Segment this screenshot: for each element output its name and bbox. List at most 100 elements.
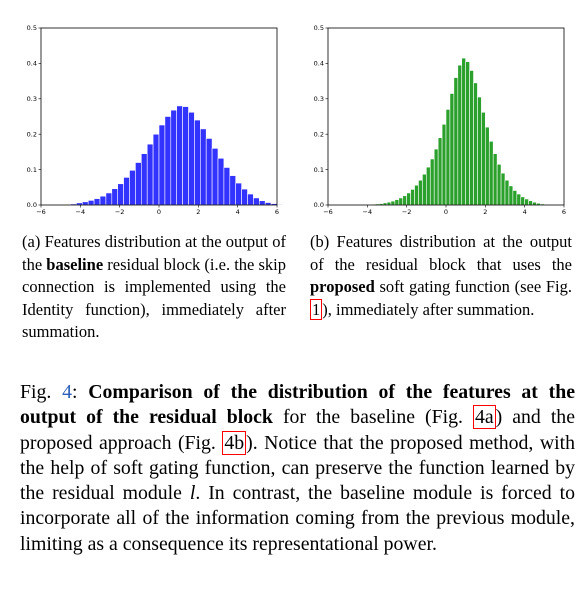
variable-l: l — [189, 482, 196, 505]
histogram-bar — [158, 124, 166, 206]
histogram-bar — [488, 140, 494, 206]
histogram-bar — [141, 153, 148, 206]
subcaption-a-text1: Features distribution at the output of t… — [22, 232, 286, 274]
subcaption-b-label: (b) — [310, 232, 330, 251]
histogram-bar — [99, 195, 107, 206]
histogram-bar — [205, 138, 213, 206]
fig4b-reference-link[interactable]: 4b — [222, 430, 247, 455]
subcaption-b-text1: Features distribution at the output of t… — [310, 232, 572, 274]
histogram-bar — [481, 111, 486, 206]
y-tick-label: 0.0 — [314, 201, 324, 209]
histogram-bar — [152, 133, 160, 206]
caption-bold-title: Comparison of the distribution of the fe… — [20, 381, 575, 429]
histogram-bar — [117, 183, 124, 206]
fig-number: 4 — [62, 381, 72, 403]
histogram-bar — [457, 64, 463, 206]
x-tick-label: 2 — [196, 208, 200, 216]
histogram-bar — [512, 190, 518, 206]
histogram-bar — [461, 57, 466, 206]
y-tick-label: 0.5 — [27, 24, 37, 32]
y-tick-label: 0.2 — [27, 130, 37, 138]
histogram-bar — [135, 162, 142, 206]
x-tick-label: −2 — [115, 208, 125, 216]
subcaption-b-text2: soft gating function (see Fig. — [374, 277, 573, 296]
histogram-bar — [200, 128, 207, 206]
fig1-reference-link[interactable]: 1 — [310, 298, 323, 320]
histogram-bar — [170, 109, 178, 206]
x-tick-label: −6 — [36, 208, 46, 216]
histogram-bar — [129, 170, 136, 206]
x-tick-label: −2 — [402, 208, 412, 216]
histogram-bar — [386, 201, 392, 206]
histogram-bar — [532, 201, 537, 206]
y-tick-label: 0.2 — [314, 130, 324, 138]
histogram-bar — [429, 158, 435, 206]
histogram-bar — [105, 192, 113, 206]
subcaption-a-bold: baseline — [46, 254, 104, 274]
x-tick-label: −6 — [323, 208, 333, 216]
histogram-bar — [485, 126, 490, 206]
histogram-bar — [441, 123, 447, 206]
y-tick-label: 0.1 — [27, 166, 37, 174]
caption-text3: ). Notice that the proposed method, with… — [20, 431, 575, 505]
caption-text2: ) and the proposed approach (Fig. — [20, 406, 575, 454]
x-tick-label: 4 — [523, 208, 527, 216]
x-tick-label: 4 — [236, 208, 240, 216]
histogram-bar — [492, 153, 498, 206]
caption-text1: for the baseline (Fig. — [272, 406, 473, 429]
y-tick-label: 0.3 — [27, 95, 37, 103]
subcaption-b: (b) Features distribution at the output … — [310, 231, 572, 321]
histogram-bar — [182, 106, 189, 206]
fig-label: Fig. — [20, 381, 63, 403]
histogram-bar — [500, 172, 506, 206]
histogram-bar — [123, 177, 130, 206]
x-tick-label: −4 — [363, 208, 373, 216]
subcaption-a-label: (a) — [22, 232, 41, 251]
histogram-bar — [247, 193, 254, 206]
histogram-bar — [433, 148, 439, 206]
subcaption-b-bold: proposed — [310, 277, 375, 296]
histogram-bar — [473, 82, 478, 206]
histogram-bar — [253, 197, 260, 206]
histogram-bar — [164, 116, 172, 206]
histogram-bar — [241, 188, 248, 206]
histogram-proposed: −6 −4 −2 0 2 4 6 0.0 0.1 0.2 0.3 0.4 0.5 — [314, 24, 566, 216]
x-tick-label: 6 — [562, 208, 566, 216]
histogram-bar — [469, 70, 474, 206]
x-tick-label: 0 — [444, 208, 448, 216]
histogram-bar — [194, 119, 201, 206]
histogram-bar — [410, 189, 415, 206]
y-tick-label: 0.0 — [27, 201, 37, 209]
histogram-bar — [516, 193, 522, 206]
histogram-bar — [504, 179, 510, 206]
y-tick-label: 0.4 — [314, 60, 324, 68]
subcaption-a: (a) Features distribution at the output … — [22, 231, 286, 344]
fig-colon: : — [71, 381, 89, 403]
histogram-bar — [477, 96, 482, 206]
histogram-bar — [398, 197, 404, 206]
histogram-bar — [223, 167, 231, 206]
histogram-bar — [394, 199, 400, 206]
histogram-bar — [390, 200, 396, 206]
histogram-bar — [528, 200, 533, 206]
histogram-bar — [437, 137, 443, 206]
histogram-bar — [520, 196, 525, 206]
histogram-bar — [508, 185, 514, 206]
histogram-bar — [524, 198, 529, 206]
histogram-bar — [426, 166, 431, 206]
x-tick-label: −4 — [76, 208, 86, 216]
subcaption-b-text3: ), immediately after summation. — [322, 299, 535, 319]
x-tick-label: 0 — [157, 208, 161, 216]
histogram-bar — [188, 111, 195, 206]
histogram-bar — [276, 203, 284, 206]
histogram-bar — [146, 143, 154, 206]
histogram-bar — [235, 182, 242, 206]
figure-caption: Fig. 4: Comparison of the distribution o… — [20, 380, 575, 557]
y-tick-label: 0.5 — [314, 24, 324, 32]
histogram-bar — [93, 198, 101, 206]
x-tick-label: 6 — [275, 208, 279, 216]
fig4a-reference-link[interactable]: 4a — [472, 405, 496, 430]
histogram-bar — [111, 188, 119, 206]
subcaption-a-text2: residual block (i.e. the skip connection… — [22, 254, 286, 342]
histogram-bar — [176, 105, 183, 206]
